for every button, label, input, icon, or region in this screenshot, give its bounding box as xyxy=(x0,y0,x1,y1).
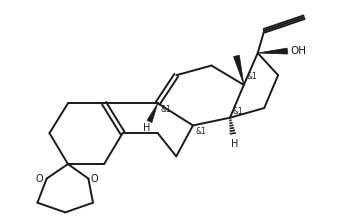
Text: H: H xyxy=(143,123,150,133)
Polygon shape xyxy=(147,103,158,123)
Text: O: O xyxy=(35,173,43,184)
Text: &1: &1 xyxy=(160,105,171,114)
Text: &1: &1 xyxy=(233,107,243,116)
Text: OH: OH xyxy=(290,46,306,56)
Text: &1: &1 xyxy=(195,127,206,136)
Text: O: O xyxy=(91,173,98,184)
Text: H: H xyxy=(231,138,239,149)
Text: &1: &1 xyxy=(247,72,257,81)
Polygon shape xyxy=(233,55,244,85)
Polygon shape xyxy=(258,48,287,54)
